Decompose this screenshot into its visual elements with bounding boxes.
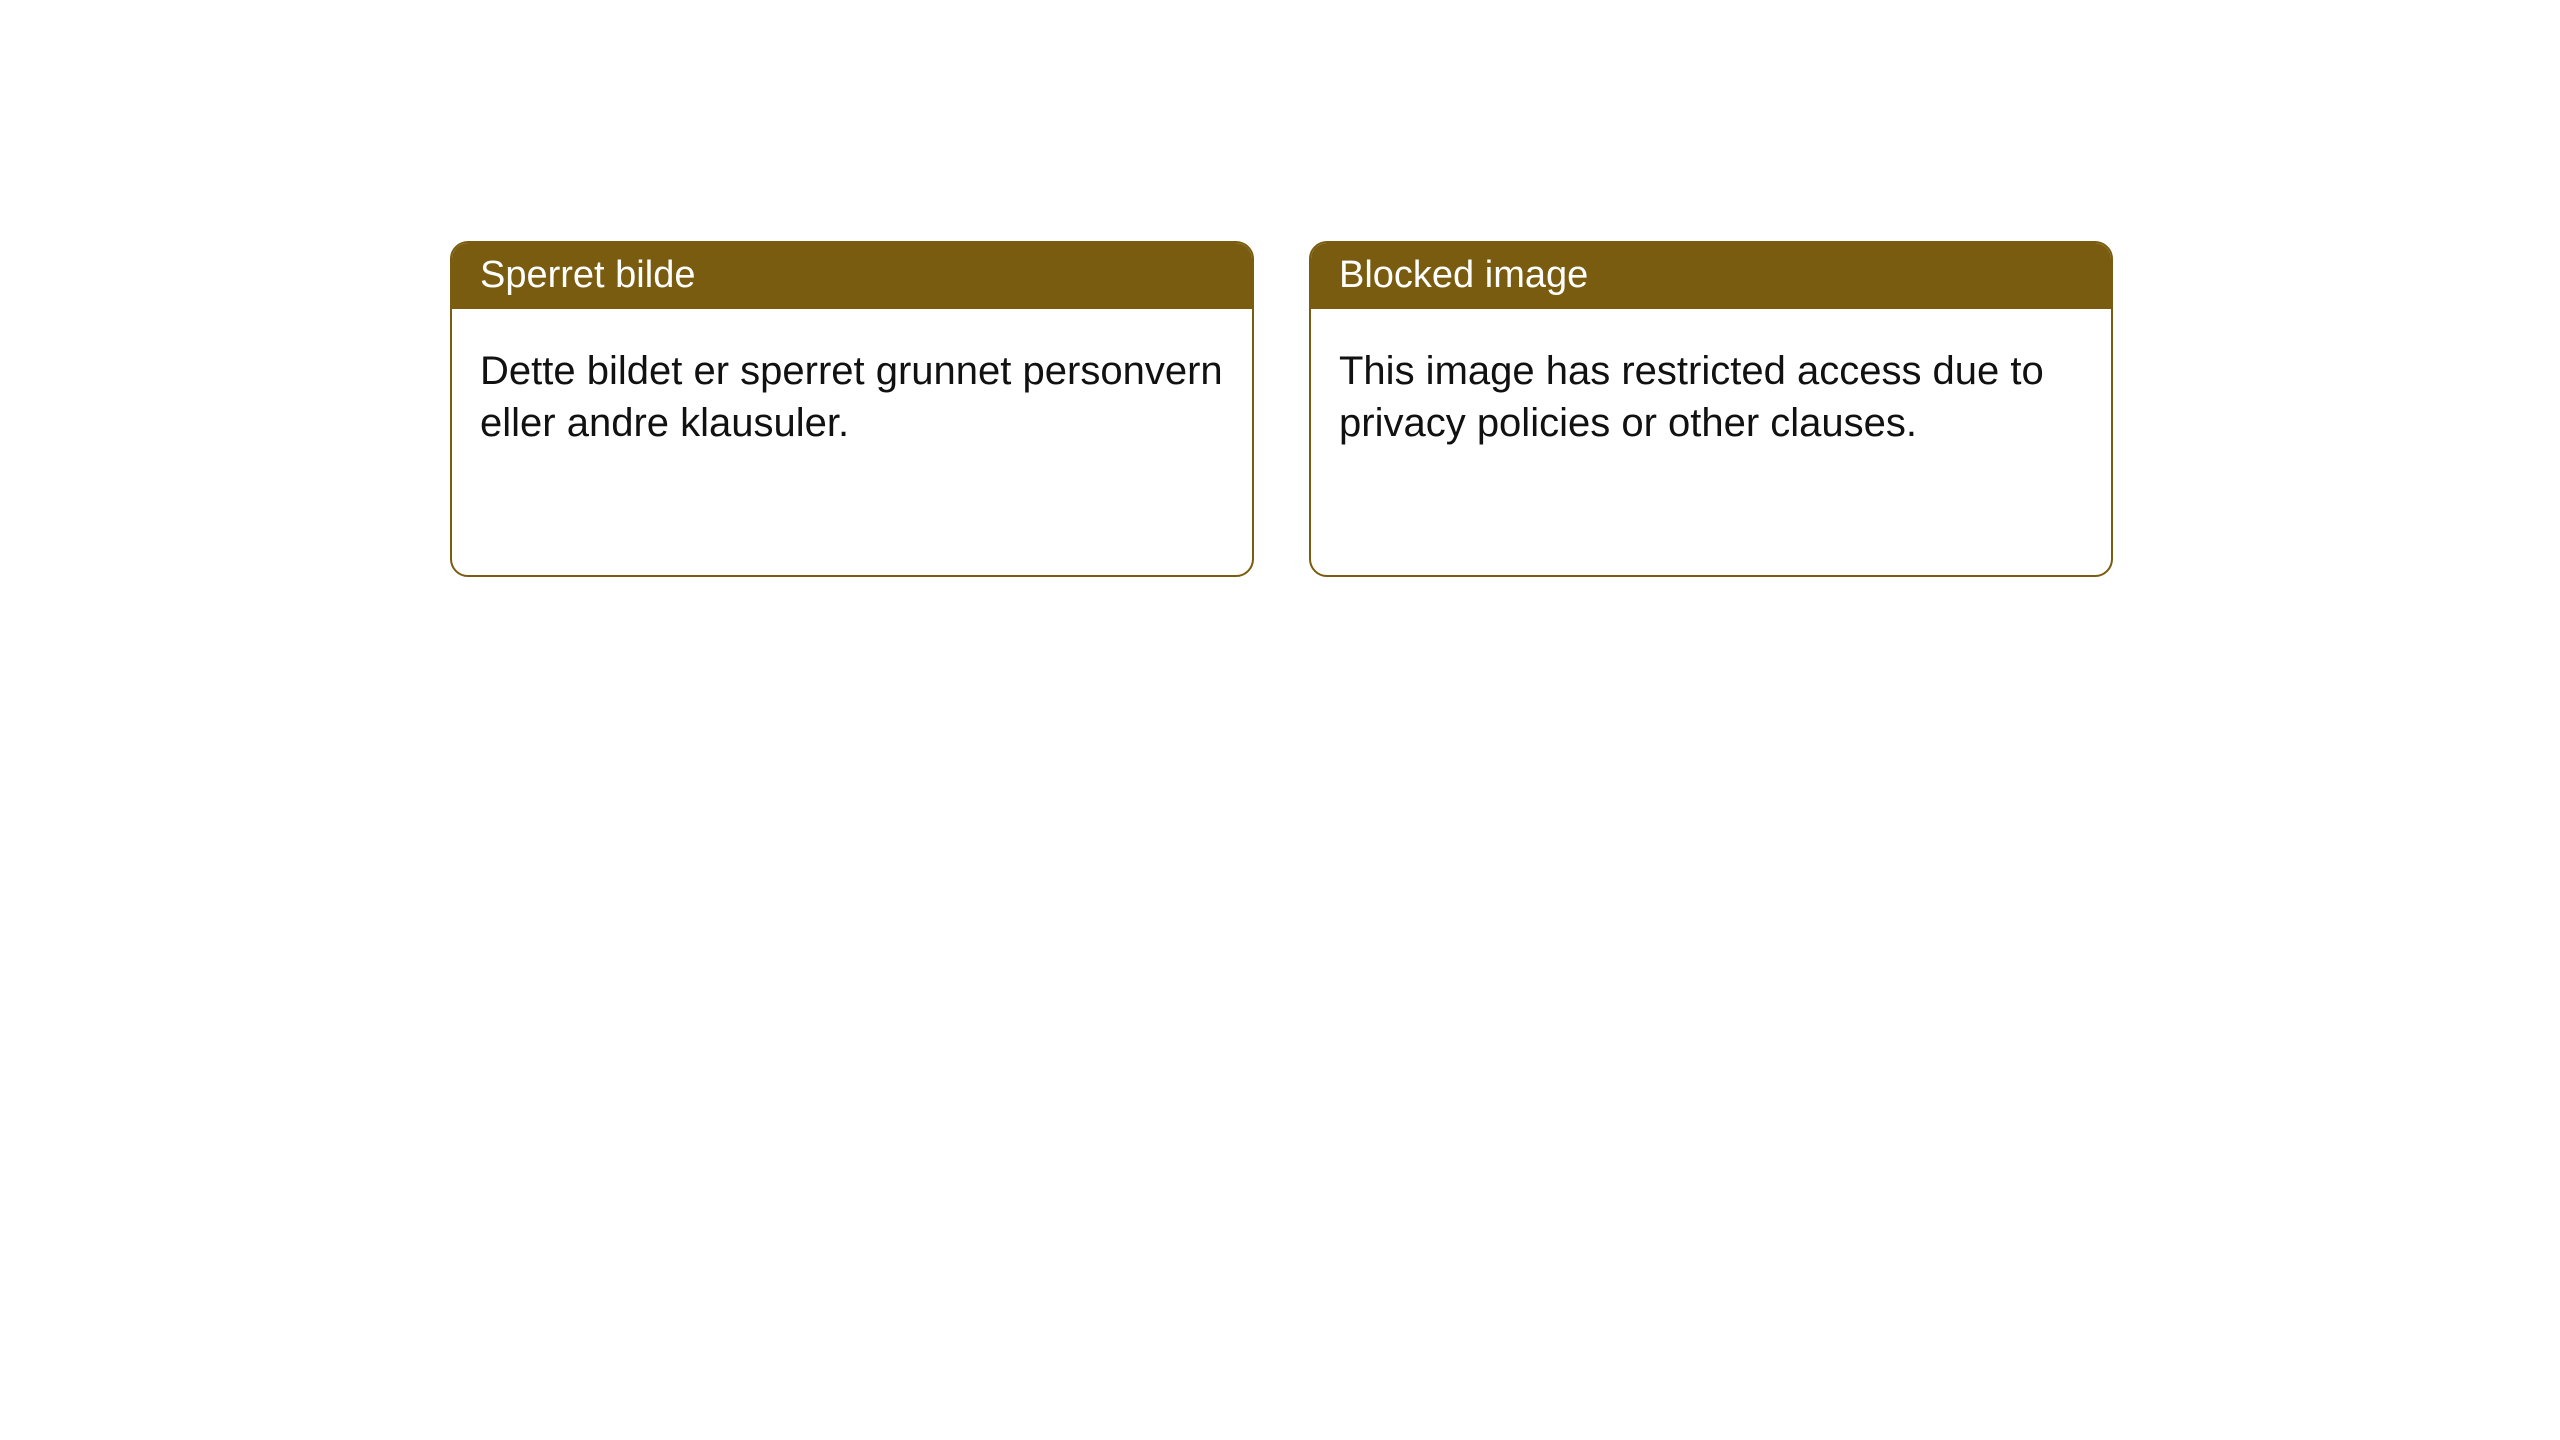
notice-body-en: This image has restricted access due to … [1311, 309, 2111, 485]
notice-cards-container: Sperret bilde Dette bildet er sperret gr… [450, 241, 2113, 577]
notice-body-no: Dette bildet er sperret grunnet personve… [452, 309, 1252, 485]
notice-header-en: Blocked image [1311, 243, 2111, 309]
notice-header-no: Sperret bilde [452, 243, 1252, 309]
notice-card-en: Blocked image This image has restricted … [1309, 241, 2113, 577]
notice-card-no: Sperret bilde Dette bildet er sperret gr… [450, 241, 1254, 577]
